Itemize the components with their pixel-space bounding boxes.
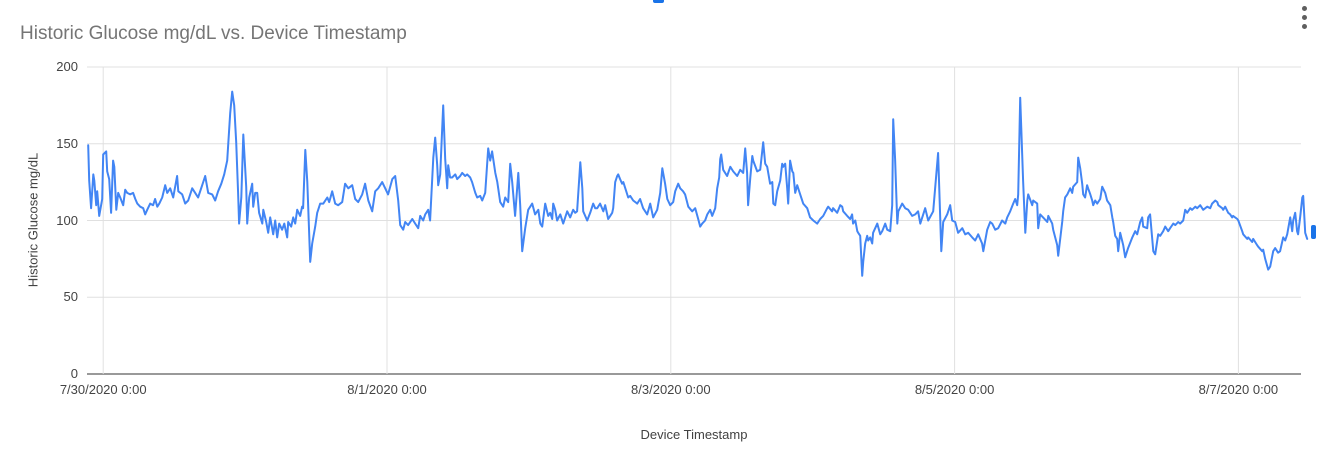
- y-axis-tick-label: 200: [56, 59, 78, 74]
- kebab-menu-icon: [1301, 6, 1307, 11]
- glucose-series-line: [87, 90, 1309, 277]
- y-axis-title: Historic Glucose mg/dL: [25, 152, 41, 288]
- y-axis-tick-label: 150: [56, 135, 78, 151]
- gridlines: [87, 66, 1301, 375]
- y-axis-tick-label: 100: [56, 212, 78, 228]
- glucose-line: [87, 90, 1309, 277]
- x-axis-tick-label: 8/7/2020 0:00: [1198, 382, 1279, 397]
- chart-title: Historic Glucose mg/dL vs. Device Timest…: [20, 23, 407, 44]
- x-axis-tick-label: 8/3/2020 0:00: [631, 382, 711, 397]
- y-axis-tick-label: 0: [70, 366, 78, 381]
- chart-selection-right-handle[interactable]: [1311, 225, 1316, 239]
- kebab-menu-icon: [1301, 24, 1307, 29]
- x-axis-tick-label: 7/30/2020 0:00: [59, 382, 147, 397]
- x-axis-tick-label: 8/1/2020 0:00: [347, 382, 427, 397]
- y-axis-tick-label: 50: [63, 289, 78, 305]
- chart-options-menu-button[interactable]: [1292, 2, 1316, 32]
- x-axis-tick-label: 8/5/2020 0:00: [914, 382, 995, 397]
- kebab-menu-icon: [1301, 15, 1307, 20]
- x-axis-title: Device Timestamp: [640, 427, 748, 442]
- chart-selection-top-handle[interactable]: [653, 0, 664, 3]
